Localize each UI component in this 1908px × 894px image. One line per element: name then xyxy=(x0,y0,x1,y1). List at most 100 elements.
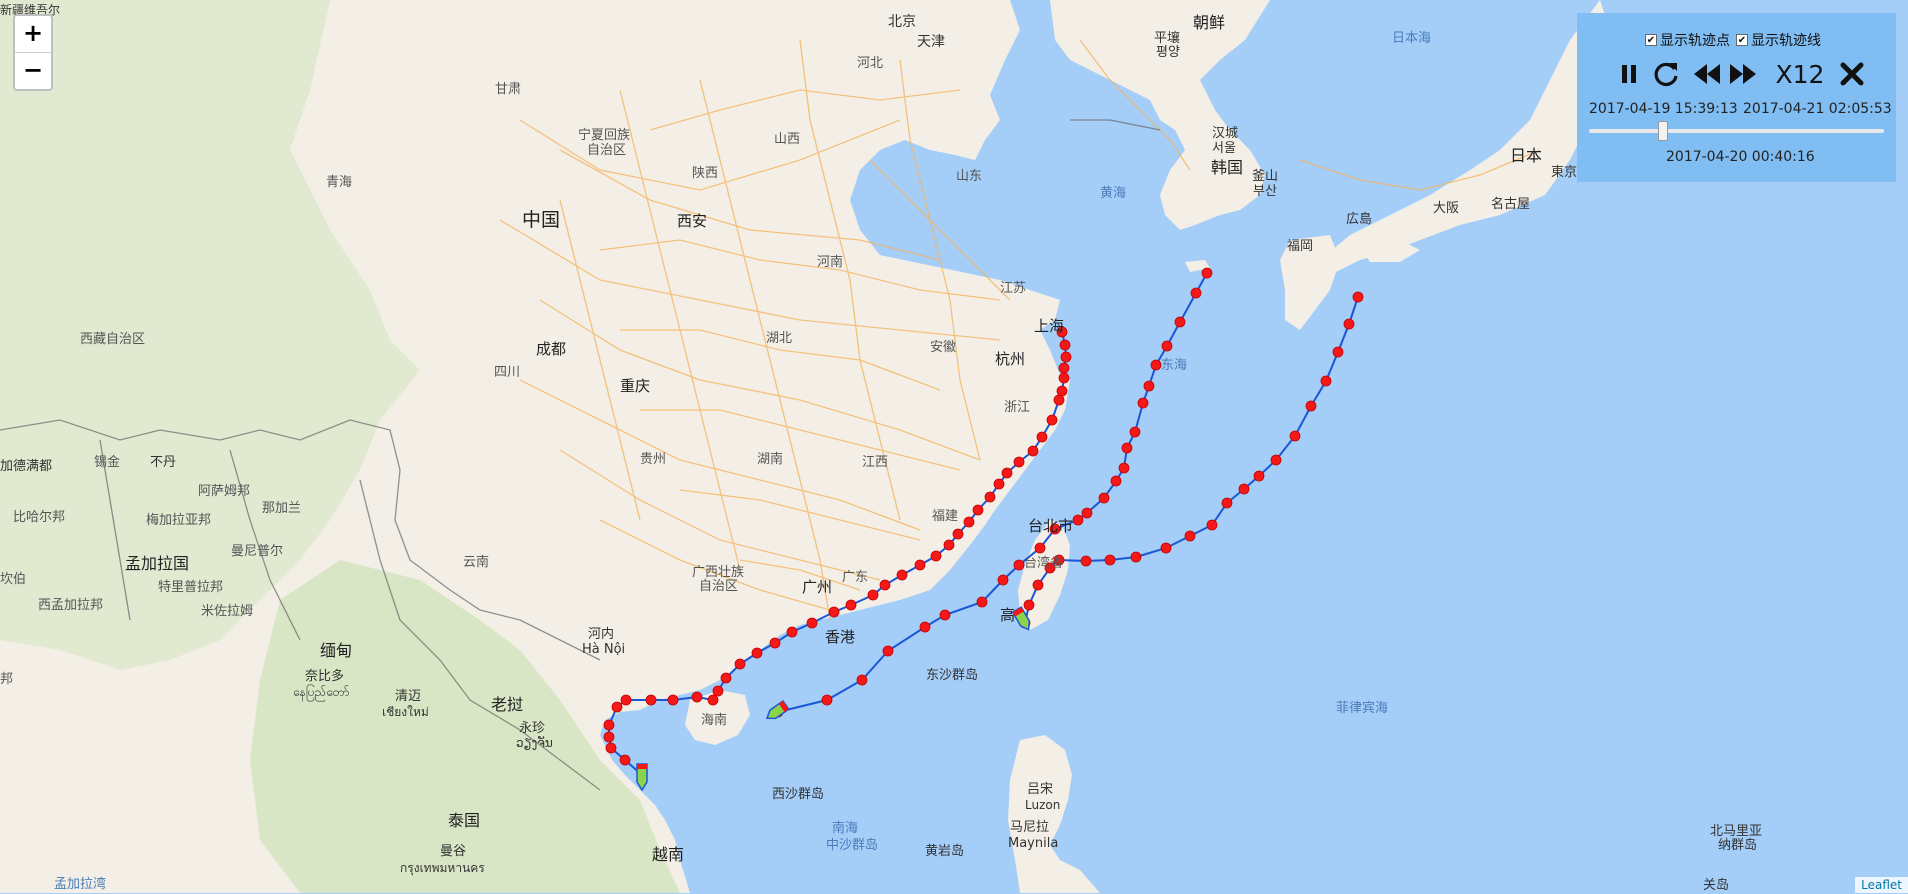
track-point[interactable] xyxy=(611,701,623,713)
track-point[interactable] xyxy=(1044,562,1056,574)
track-point[interactable] xyxy=(821,694,833,706)
track-point[interactable] xyxy=(879,579,891,591)
track-point[interactable] xyxy=(1023,599,1035,611)
track-point[interactable] xyxy=(984,491,996,503)
track-point[interactable] xyxy=(1046,414,1058,426)
track-point[interactable] xyxy=(867,589,879,601)
show-lines-checkbox[interactable]: ✔ 显示轨迹线 xyxy=(1736,30,1821,50)
track-point[interactable] xyxy=(1032,579,1044,591)
track-point[interactable] xyxy=(1118,462,1130,474)
vessel-marker-2[interactable] xyxy=(764,699,790,722)
track-point[interactable] xyxy=(1013,559,1025,571)
track-point[interactable] xyxy=(1137,397,1149,409)
track-point[interactable] xyxy=(1121,442,1133,454)
track-point[interactable] xyxy=(712,685,724,697)
track-point[interactable] xyxy=(1049,523,1061,535)
track-point[interactable] xyxy=(1352,291,1364,303)
track-point[interactable] xyxy=(1190,287,1202,299)
track-point[interactable] xyxy=(1332,346,1344,358)
track-point[interactable] xyxy=(997,574,1009,586)
track-point[interactable] xyxy=(930,550,942,562)
zoom-in-button[interactable]: + xyxy=(22,19,44,47)
track-point[interactable] xyxy=(828,606,840,618)
time-slider[interactable] xyxy=(1589,129,1884,133)
track-point[interactable] xyxy=(1001,467,1013,479)
track-point[interactable] xyxy=(667,694,679,706)
track-point[interactable] xyxy=(619,754,631,766)
pause-button[interactable] xyxy=(1615,57,1643,91)
track-point[interactable] xyxy=(1080,555,1092,567)
track-point[interactable] xyxy=(603,719,615,731)
track-point[interactable] xyxy=(1150,359,1162,371)
track-point[interactable] xyxy=(993,478,1005,490)
track-point[interactable] xyxy=(1053,554,1065,566)
track-point[interactable] xyxy=(1060,351,1072,363)
time-slider-thumb[interactable] xyxy=(1657,121,1668,141)
track-point[interactable] xyxy=(1053,394,1065,406)
track-point[interactable] xyxy=(1270,454,1282,466)
vessel-marker-3[interactable] xyxy=(1011,606,1033,632)
vessel-marker-1[interactable] xyxy=(636,763,648,792)
track-point[interactable] xyxy=(1058,362,1070,374)
show-points-checkbox[interactable]: ✔ 显示轨迹点 xyxy=(1645,30,1730,50)
track-point[interactable] xyxy=(1289,430,1301,442)
track-point[interactable] xyxy=(1184,530,1196,542)
track-point[interactable] xyxy=(734,658,746,670)
track-point[interactable] xyxy=(1253,470,1265,482)
track-point[interactable] xyxy=(976,596,988,608)
track-point[interactable] xyxy=(786,626,798,638)
track-point[interactable] xyxy=(691,691,703,703)
track-point[interactable] xyxy=(919,621,931,633)
track-point[interactable] xyxy=(1201,267,1213,279)
track-point[interactable] xyxy=(806,617,818,629)
track-point[interactable] xyxy=(1221,497,1233,509)
track-point[interactable] xyxy=(1098,492,1110,504)
track-point[interactable] xyxy=(1238,483,1250,495)
close-button[interactable] xyxy=(1835,57,1869,91)
track-point[interactable] xyxy=(1013,456,1025,468)
track-point[interactable] xyxy=(620,694,632,706)
track-point[interactable] xyxy=(1174,316,1186,328)
track-point[interactable] xyxy=(1110,475,1122,487)
track-point[interactable] xyxy=(1072,514,1084,526)
track-point[interactable] xyxy=(845,599,857,611)
track-point[interactable] xyxy=(707,694,719,706)
track-point[interactable] xyxy=(1058,372,1070,384)
track-point[interactable] xyxy=(1143,380,1155,392)
track-point[interactable] xyxy=(1034,542,1046,554)
zoom-out-button[interactable]: − xyxy=(15,52,51,89)
track-point[interactable] xyxy=(943,539,955,551)
track-point[interactable] xyxy=(751,647,763,659)
checkmark-icon[interactable]: ✔ xyxy=(1645,34,1657,46)
attribution-link[interactable]: Leaflet xyxy=(1855,877,1908,893)
track-point[interactable] xyxy=(914,559,926,571)
track-point[interactable] xyxy=(1343,318,1355,330)
track-point[interactable] xyxy=(1129,426,1141,438)
track-point[interactable] xyxy=(1081,507,1093,519)
track-point[interactable] xyxy=(603,731,615,743)
track-point[interactable] xyxy=(1161,340,1173,352)
track-point[interactable] xyxy=(963,516,975,528)
replay-button[interactable] xyxy=(1649,57,1683,91)
track-point[interactable] xyxy=(645,694,657,706)
track-point[interactable] xyxy=(972,504,984,516)
backward-button[interactable] xyxy=(1692,57,1722,91)
track-point[interactable] xyxy=(1206,519,1218,531)
track-point[interactable] xyxy=(605,742,617,754)
track-point[interactable] xyxy=(1059,339,1071,351)
track-point[interactable] xyxy=(882,645,894,657)
track-point[interactable] xyxy=(1104,554,1116,566)
vessel-markers[interactable] xyxy=(636,606,1033,792)
track-point[interactable] xyxy=(952,528,964,540)
track-point[interactable] xyxy=(1036,431,1048,443)
track-point[interactable] xyxy=(1320,375,1332,387)
forward-button[interactable] xyxy=(1728,57,1758,91)
track-point[interactable] xyxy=(1056,326,1068,338)
track-point[interactable] xyxy=(939,609,951,621)
track-point[interactable] xyxy=(1305,400,1317,412)
track-point[interactable] xyxy=(720,672,732,684)
checkmark-icon[interactable]: ✔ xyxy=(1736,34,1748,46)
track-point[interactable] xyxy=(896,569,908,581)
